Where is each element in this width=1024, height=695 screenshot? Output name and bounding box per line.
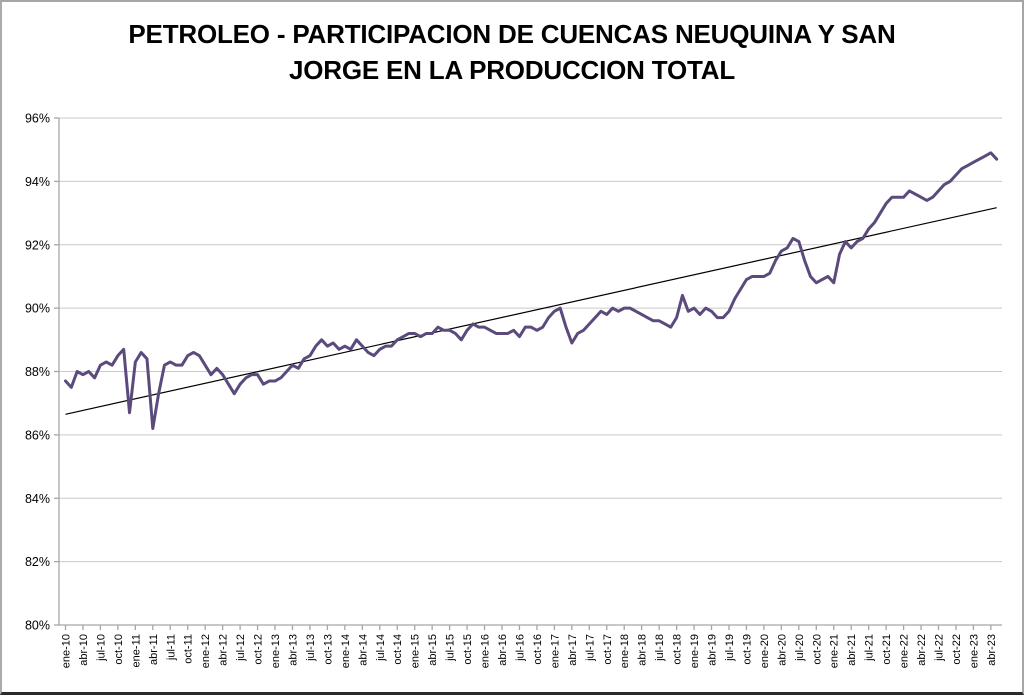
x-tick-label: jul-14 — [375, 634, 387, 662]
x-tick-label: abr-21 — [846, 634, 858, 666]
x-tick-label: jul-17 — [584, 634, 596, 662]
x-tick-label: oct-15 — [462, 634, 474, 665]
x-tick-label: abr-20 — [776, 634, 788, 666]
x-tick-label: jul-15 — [445, 634, 457, 662]
y-tick-label: 80% — [25, 619, 50, 633]
x-tick-label: ene-11 — [130, 634, 142, 667]
tick-marks — [54, 117, 992, 630]
x-tick-label: ene-15 — [410, 634, 422, 668]
x-tick-label: abr-15 — [427, 634, 439, 666]
x-axis-labels: ene-10 abr-10 jul-10 oct-10 ene-11 abr-11 jul-… — [61, 634, 998, 668]
x-tick-label: jul-19 — [724, 634, 736, 662]
x-tick-label: oct-10 — [113, 634, 125, 665]
x-tick-label: abr-14 — [357, 634, 369, 666]
y-axis-labels: 80% 82% 84% 86% 88% 90% 92% 94% 96% — [25, 112, 50, 633]
linear-trendline — [65, 207, 997, 415]
x-tick-label: abr-18 — [637, 634, 649, 666]
x-tick-label: ene-13 — [270, 634, 282, 668]
y-tick-label: 82% — [25, 555, 50, 569]
x-tick-label: jul-13 — [305, 634, 317, 662]
x-tick-label: oct-16 — [532, 634, 544, 665]
x-tick-label: jul-20 — [794, 634, 806, 662]
x-tick-label: abr-12 — [218, 634, 230, 666]
x-tick-label: oct-19 — [741, 634, 753, 665]
participation-series-line — [64, 151, 999, 431]
x-tick-label: ene-17 — [549, 634, 561, 668]
x-tick-label: jul-16 — [514, 634, 526, 662]
x-tick-label: abr-22 — [916, 634, 928, 666]
x-tick-label: ene-21 — [829, 634, 841, 668]
y-tick-label: 96% — [25, 112, 50, 126]
x-tick-label: oct-13 — [322, 634, 334, 665]
x-tick-label: oct-14 — [392, 634, 404, 665]
gridlines — [59, 117, 1002, 563]
y-tick-label: 88% — [25, 365, 50, 379]
x-tick-label: abr-19 — [707, 634, 719, 666]
x-tick-label: jul-10 — [95, 634, 107, 662]
x-tick-label: abr-11 — [148, 634, 160, 665]
x-tick-label: ene-23 — [968, 634, 980, 668]
x-tick-label: oct-21 — [881, 634, 893, 665]
x-tick-label: oct-12 — [253, 634, 265, 665]
x-tick-label: ene-12 — [200, 634, 212, 668]
x-tick-label: ene-14 — [340, 634, 352, 668]
x-tick-label: oct-20 — [811, 634, 823, 665]
x-tick-label: jul-11 — [165, 634, 177, 661]
x-tick-label: jul-12 — [235, 634, 247, 662]
x-tick-label: jul-18 — [654, 634, 666, 662]
x-tick-label: oct-11 — [183, 634, 195, 664]
y-tick-label: 86% — [25, 428, 50, 442]
x-tick-label: jul-22 — [934, 634, 946, 662]
x-tick-label: abr-17 — [567, 634, 579, 666]
chart-title-line-2: JORGE EN LA PRODUCCION TOTAL — [288, 55, 736, 85]
x-tick-label: oct-22 — [951, 634, 963, 665]
y-tick-label: 92% — [25, 238, 50, 252]
x-tick-label: ene-10 — [61, 634, 73, 668]
x-tick-label: abr-10 — [78, 634, 90, 666]
y-tick-label: 84% — [25, 492, 50, 506]
x-tick-label: ene-20 — [759, 634, 771, 668]
x-tick-label: jul-21 — [864, 634, 876, 662]
x-tick-label: abr-23 — [986, 634, 998, 666]
x-tick-label: abr-13 — [287, 634, 299, 666]
x-tick-label: abr-16 — [497, 634, 509, 666]
y-tick-label: 90% — [25, 302, 50, 316]
x-tick-label: ene-22 — [899, 634, 911, 668]
x-tick-label: ene-16 — [480, 634, 492, 668]
y-tick-label: 94% — [25, 175, 50, 189]
x-tick-label: oct-18 — [672, 634, 684, 665]
chart-title-line-1: PETROLEO - PARTICIPACION DE CUENCAS NEUQ… — [128, 19, 896, 49]
chart-title: PETROLEO - PARTICIPACION DE CUENCAS NEUQ… — [2, 16, 1022, 88]
x-tick-label: ene-19 — [689, 634, 701, 668]
x-tick-label: oct-17 — [602, 634, 614, 665]
x-tick-label: ene-18 — [619, 634, 631, 668]
